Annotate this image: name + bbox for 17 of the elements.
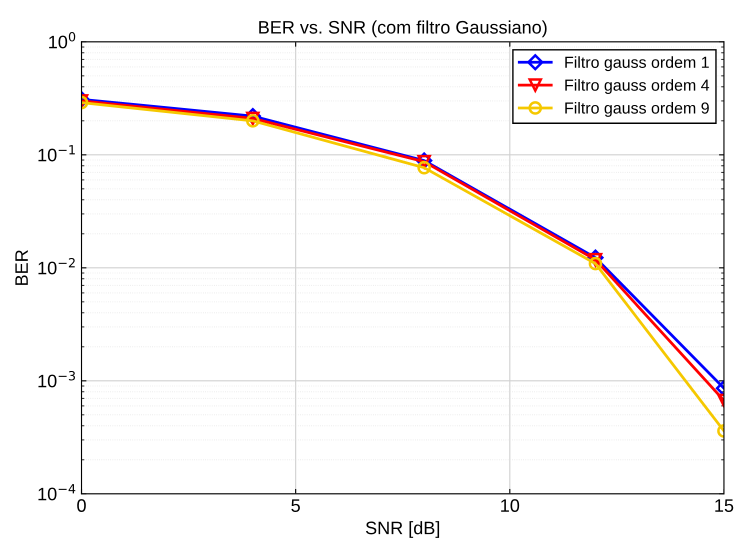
point (246, 114, 260, 128)
y-tick-label: 10$^{−3}$ (38, 370, 75, 388)
point (417, 160, 431, 174)
chart-title: BER vs. SNR (com filtro Gaussiano) (259, 20, 547, 38)
x-tick-label: 15 (715, 499, 734, 512)
y-tick-label: 10$^{−4}$ (38, 484, 76, 500)
legend-label: Filtro gauss ordem 4 (565, 79, 710, 94)
x-tick-label: 10 (501, 499, 520, 512)
x-tick-label: 5 (291, 499, 300, 512)
legend-label: Filtro gauss ordem 9 (565, 102, 709, 117)
y-tick-label: 10$^{−2}$ (38, 258, 75, 274)
y-axis-title: BER (15, 250, 28, 285)
y-tick-label: 10$^{−1}$ (38, 145, 75, 162)
y-tick-label: 10$^{0}$ (49, 32, 76, 48)
x-tick-label: 0 (77, 499, 86, 512)
x-axis-title: SNR [dB] (366, 521, 440, 538)
legend-label: Filtro gauss ordem 1 (565, 56, 709, 72)
